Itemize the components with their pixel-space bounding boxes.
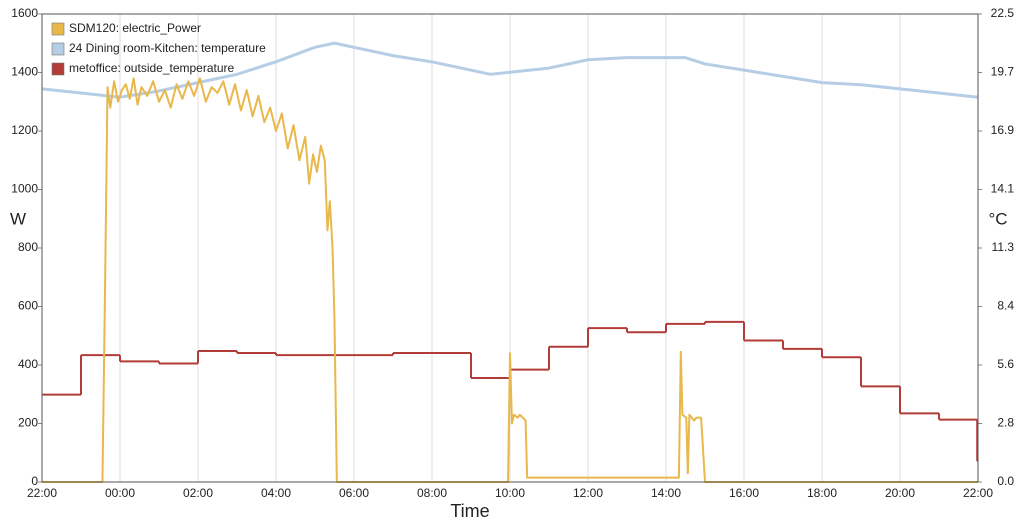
plot-frame (41, 13, 979, 483)
x-axis-title: Time (450, 501, 489, 521)
y-tick-label: 1200 (11, 123, 38, 137)
y2-tick-label: 22.5 (991, 6, 1015, 20)
legend-swatch (51, 42, 65, 56)
y2-tick-label: 19.7 (991, 65, 1015, 79)
x-tick-label: 00:00 (105, 486, 135, 500)
y-tick-label: 0 (31, 474, 38, 488)
x-tick-label: 08:00 (417, 486, 447, 500)
legend-swatch (51, 62, 65, 76)
x-tick-label: 04:00 (261, 486, 291, 500)
legend-swatch (51, 22, 65, 36)
y2-tick-label: 8.4 (997, 299, 1014, 313)
x-tick-label: 12:00 (573, 486, 603, 500)
y-tick-label: 400 (18, 357, 38, 371)
legend-label: 24 Dining room-Kitchen: temperature (69, 41, 266, 55)
y-tick-label: 1400 (11, 65, 38, 79)
y-tick-label: 1000 (11, 182, 38, 196)
x-tick-label: 02:00 (183, 486, 213, 500)
x-tick-label: 20:00 (885, 486, 915, 500)
legend-label: metoffice: outside_temperature (69, 61, 235, 75)
y2-tick-label: 14.1 (991, 182, 1015, 196)
y2-tick-label: 2.8 (997, 416, 1014, 430)
x-tick-label: 10:00 (495, 486, 525, 500)
x-tick-label: 18:00 (807, 486, 837, 500)
y-tick-label: 1600 (11, 6, 38, 20)
y-tick-label: 600 (18, 299, 38, 313)
x-tick-label: 16:00 (729, 486, 759, 500)
y2-tick-label: 11.3 (992, 240, 1015, 254)
y2-tick-label: 0.0 (997, 474, 1014, 488)
y-tick-label: 800 (18, 240, 38, 254)
legend-label: SDM120: electric_Power (69, 21, 201, 35)
x-tick-label: 06:00 (339, 486, 369, 500)
x-tick-label: 22:00 (963, 486, 993, 500)
y-axis-title: W (10, 209, 26, 228)
x-tick-label: 14:00 (651, 486, 681, 500)
y-tick-label: 200 (18, 416, 38, 430)
y2-tick-label: 16.9 (991, 123, 1015, 137)
step-line (42, 320, 979, 463)
x-tick-label: 22:00 (27, 486, 57, 500)
y2-axis-title: °C (988, 209, 1007, 228)
y2-tick-label: 5.6 (997, 357, 1014, 371)
series-line (42, 77, 978, 483)
series-line (41, 41, 979, 99)
